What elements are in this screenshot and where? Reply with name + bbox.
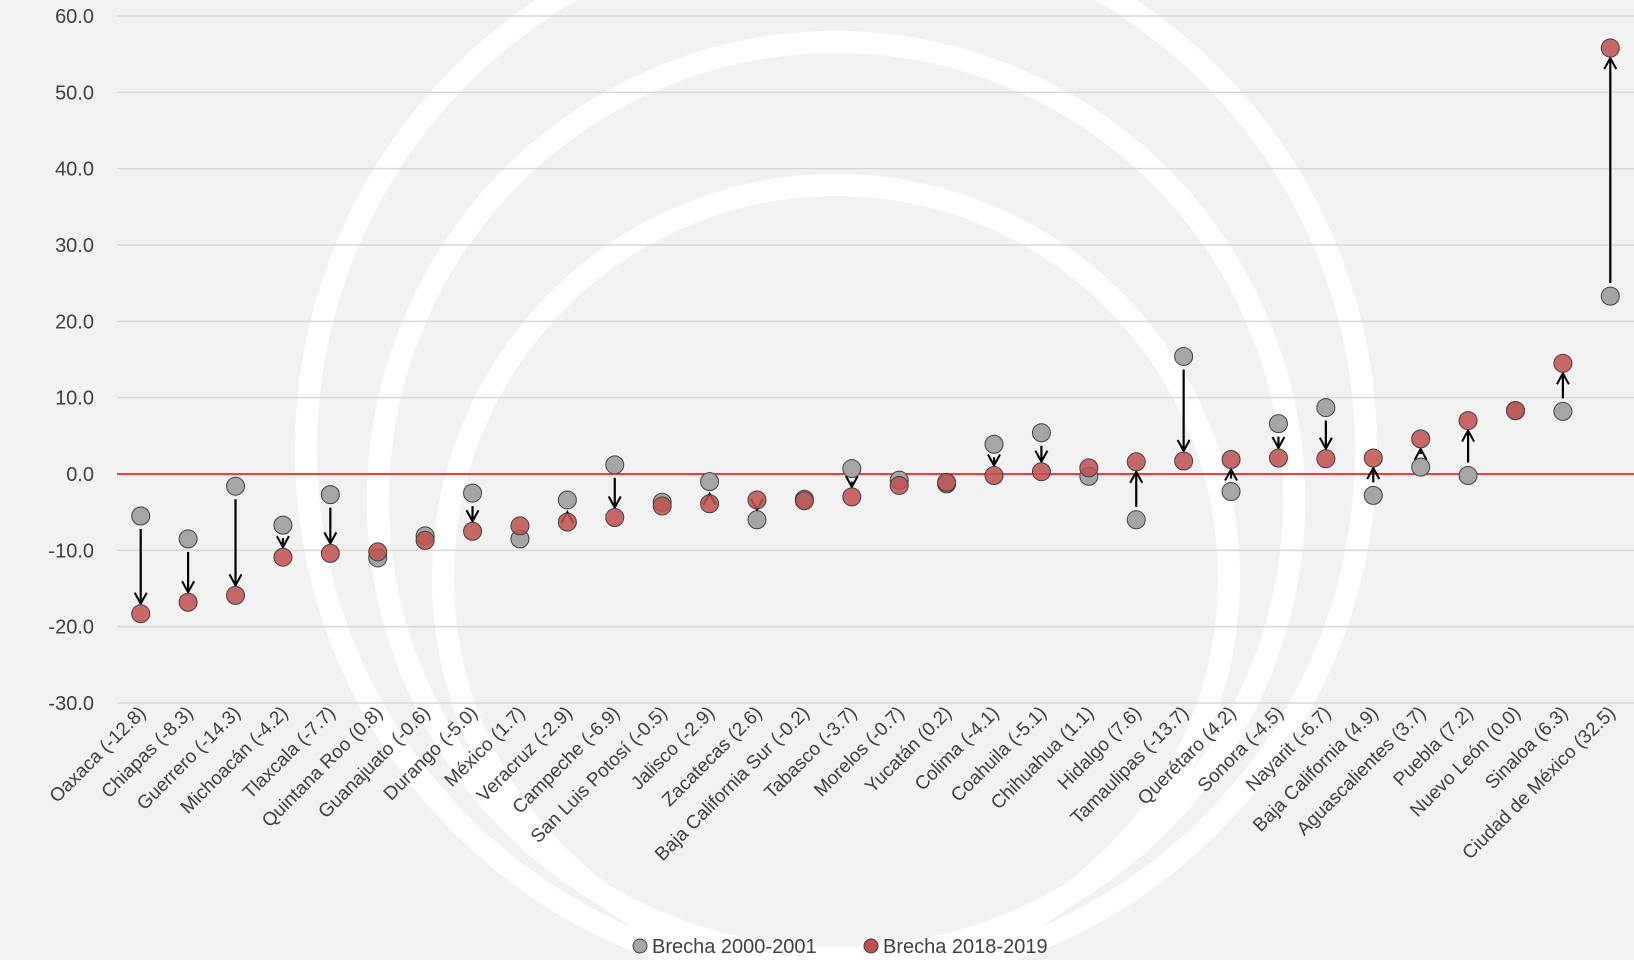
point-2018-2019 [273,547,293,567]
point-2018-2019 [1221,449,1241,469]
point-2018-2019 [178,592,198,612]
y-tick-label: 20.0 [55,311,94,333]
change-arrows [141,58,1611,604]
legend-label-2000-2001: Brecha 2000-2001 [652,936,817,958]
legend-item-2018-2019: Brecha 2018-2019 [863,936,1048,958]
point-2018-2019 [463,521,483,541]
point-2018-2019 [415,530,435,550]
point-2018-2019 [226,585,246,605]
series-2018-2019-points [131,38,1620,624]
point-2018-2019 [1363,448,1383,468]
point-2018-2019 [1268,448,1288,468]
y-tick-label: 40.0 [55,159,94,181]
point-2000-2001 [273,515,293,535]
point-2000-2001 [1031,423,1051,443]
point-2000-2001 [700,472,720,492]
point-2018-2019 [747,490,767,510]
point-2000-2001 [984,434,1004,454]
point-2018-2019 [1505,401,1525,421]
watermark [295,0,1377,960]
series-2000-2001-points [131,286,1620,568]
x-axis-ticks: Oaxaca (-12.8)Chiapas (-8.3)Guerrero (-1… [46,703,1620,866]
point-2000-2001 [320,485,340,505]
point-2018-2019 [1553,353,1573,373]
point-2000-2001 [1268,414,1288,434]
y-tick-label: 10.0 [55,388,94,410]
point-2018-2019 [700,494,720,514]
point-2000-2001 [1458,466,1478,486]
point-2018-2019 [605,508,625,528]
y-tick-label: 60.0 [55,6,94,28]
point-2018-2019 [652,496,672,516]
y-tick-label: -20.0 [48,617,94,639]
legend-marker-2018-2019 [863,938,879,954]
point-2000-2001 [226,476,246,496]
point-2000-2001 [1553,401,1573,421]
point-2000-2001 [1600,286,1620,306]
gridlines [117,15,1634,704]
point-2000-2001 [605,455,625,475]
point-2018-2019 [842,487,862,507]
point-2018-2019 [794,491,814,511]
point-2018-2019 [1079,458,1099,478]
y-tick-label: 30.0 [55,235,94,257]
point-2000-2001 [131,506,151,526]
point-2000-2001 [1316,398,1336,418]
point-2018-2019 [131,604,151,624]
y-tick-label: 50.0 [55,82,94,104]
legend-item-2000-2001: Brecha 2000-2001 [632,936,817,958]
y-tick-label: -10.0 [48,540,94,562]
point-2018-2019 [1458,411,1478,431]
y-tick-label: -30.0 [48,693,94,715]
point-2018-2019 [889,475,909,495]
point-2018-2019 [1126,452,1146,472]
y-axis-ticks: 60.0 50.0 40.0 30.0 20.0 10.0 0.0 -10.0 -20.0 -30… [48,6,94,715]
point-2000-2001 [1411,457,1431,477]
point-2018-2019 [937,472,957,492]
point-2000-2001 [1126,510,1146,530]
legend: Brecha 2000-2001 Brecha 2018-2019 [632,936,1048,958]
legend-label-2018-2019: Brecha 2018-2019 [883,936,1048,958]
point-2000-2001 [557,490,577,510]
point-2018-2019 [557,512,577,532]
legend-marker-2000-2001 [632,938,648,954]
point-2018-2019 [1316,449,1336,469]
y-tick-label: 0.0 [66,464,94,486]
point-2018-2019 [368,542,388,562]
point-2018-2019 [1031,462,1051,482]
point-2000-2001 [463,483,483,503]
point-2000-2001 [178,529,198,549]
point-2000-2001 [1363,485,1383,505]
point-2000-2001 [747,510,767,530]
point-2018-2019 [320,543,340,563]
point-2000-2001 [1174,346,1194,366]
point-2018-2019 [1411,429,1431,449]
point-2018-2019 [984,466,1004,486]
point-2018-2019 [510,516,530,536]
point-2000-2001 [1221,482,1241,502]
point-2000-2001 [842,459,862,479]
point-2018-2019 [1600,38,1620,58]
point-2018-2019 [1174,451,1194,471]
